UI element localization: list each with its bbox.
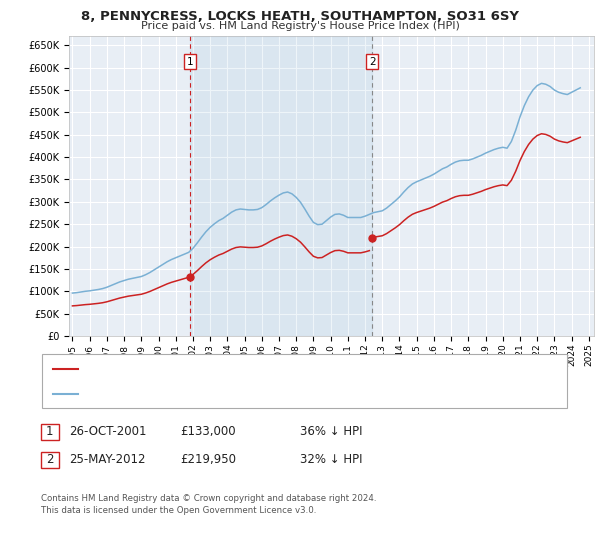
Bar — [190, 36, 372, 336]
Text: 25-MAY-2012: 25-MAY-2012 — [69, 453, 146, 466]
Text: 2: 2 — [46, 453, 53, 466]
Text: £133,000: £133,000 — [180, 425, 236, 438]
Text: 1: 1 — [46, 425, 53, 438]
Text: 36% ↓ HPI: 36% ↓ HPI — [300, 425, 362, 438]
Text: 32% ↓ HPI: 32% ↓ HPI — [300, 453, 362, 466]
Text: 26-OCT-2001: 26-OCT-2001 — [69, 425, 146, 438]
Text: £219,950: £219,950 — [180, 453, 236, 466]
Text: 8, PENNYCRESS, LOCKS HEATH, SOUTHAMPTON, SO31 6SY: 8, PENNYCRESS, LOCKS HEATH, SOUTHAMPTON,… — [81, 10, 519, 23]
Text: 1: 1 — [187, 57, 193, 67]
Text: 8, PENNYCRESS, LOCKS HEATH, SOUTHAMPTON, SO31 6SY (detached house): 8, PENNYCRESS, LOCKS HEATH, SOUTHAMPTON,… — [83, 365, 447, 374]
Text: Price paid vs. HM Land Registry's House Price Index (HPI): Price paid vs. HM Land Registry's House … — [140, 21, 460, 31]
Text: HPI: Average price, detached house, Fareham: HPI: Average price, detached house, Fare… — [83, 389, 300, 398]
Text: 2: 2 — [369, 57, 376, 67]
Text: Contains HM Land Registry data © Crown copyright and database right 2024.
This d: Contains HM Land Registry data © Crown c… — [41, 494, 376, 515]
